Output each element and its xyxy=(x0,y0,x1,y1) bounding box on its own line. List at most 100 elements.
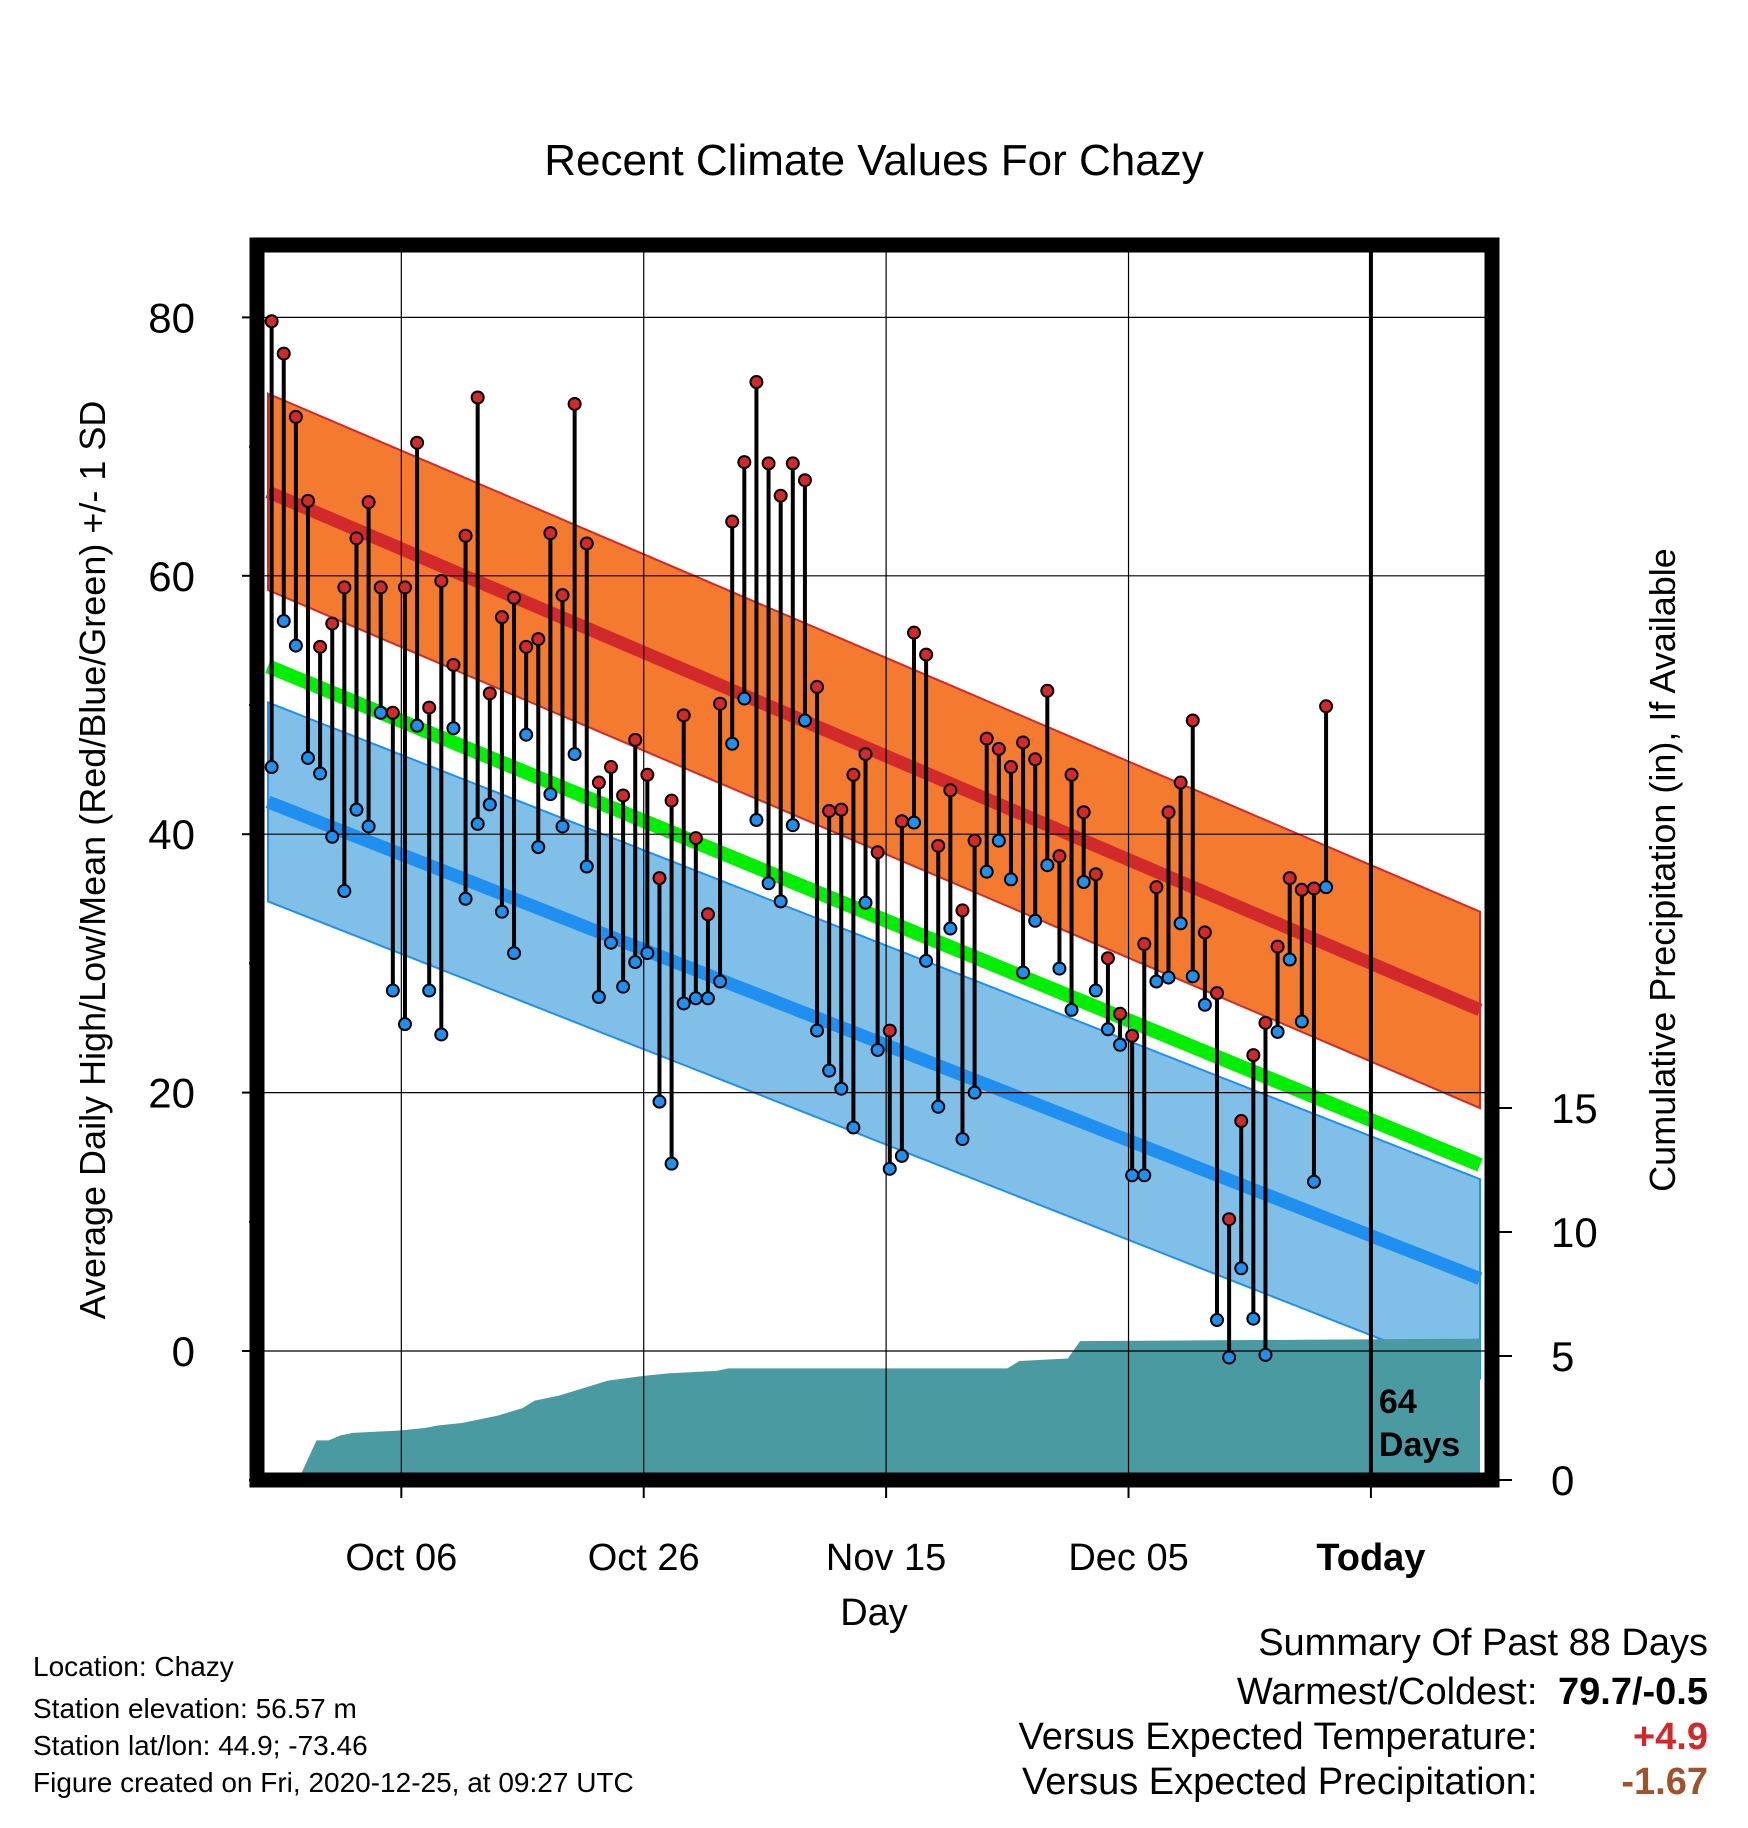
daily-high-point xyxy=(676,708,691,723)
daily-low-point xyxy=(761,876,776,891)
daily-high-point xyxy=(531,632,546,647)
daily-high-point xyxy=(1209,986,1224,1001)
y2-tick-label: 15 xyxy=(1551,1085,1598,1132)
daily-low-point xyxy=(676,996,691,1011)
daily-low-point xyxy=(1197,997,1212,1012)
daily-low-point xyxy=(397,1017,412,1032)
daily-low-point xyxy=(906,815,921,830)
daily-low-point xyxy=(1149,974,1164,989)
daily-low-point xyxy=(1125,1168,1140,1183)
daily-high-point xyxy=(507,590,522,605)
daily-low-point xyxy=(337,884,352,899)
daily-high-point xyxy=(640,767,655,782)
daily-high-point xyxy=(325,616,340,631)
daily-high-point xyxy=(846,767,861,782)
info-elevation: Station elevation: 56.57 m xyxy=(33,1693,357,1724)
daily-low-point xyxy=(919,953,934,968)
daily-high-point xyxy=(628,732,643,747)
daily-high-point xyxy=(1282,871,1297,886)
daily-high-point xyxy=(1294,882,1309,897)
daily-low-point xyxy=(531,840,546,855)
x-tick-label: Today xyxy=(1316,1537,1425,1579)
daily-low-point xyxy=(1003,872,1018,887)
x-tick-label: Oct 26 xyxy=(588,1537,700,1579)
daily-low-point xyxy=(955,1132,970,1147)
daily-low-point xyxy=(991,833,1006,848)
daily-low-point xyxy=(1052,961,1067,976)
info-location: Location: Chazy xyxy=(33,1651,234,1682)
daily-low-point xyxy=(373,705,388,720)
daily-low-point xyxy=(507,946,522,961)
daily-high-point xyxy=(300,493,315,508)
daily-high-point xyxy=(652,871,667,886)
daily-low-point xyxy=(434,1027,449,1042)
daily-low-point xyxy=(1088,983,1103,998)
daily-high-point xyxy=(1319,699,1334,714)
daily-low-point xyxy=(931,1099,946,1114)
daily-high-point xyxy=(410,435,425,450)
plot-content: 64 Days xyxy=(257,245,1492,1480)
daily-low-point xyxy=(979,864,994,879)
summary-label: Versus Expected Temperature: xyxy=(1018,1716,1538,1758)
daily-high-point xyxy=(737,455,752,470)
daily-low-point xyxy=(822,1063,837,1078)
daily-high-point xyxy=(1306,881,1321,896)
daily-low-point xyxy=(422,983,437,998)
daily-low-point xyxy=(470,816,485,831)
axes: 0 20 40 60 80 0 5 10 15 Oct 06 Oct 26 Nov 15 Dec 05 T… xyxy=(148,237,1598,1579)
daily-low-point xyxy=(1016,965,1031,980)
today-days-number: 64 xyxy=(1379,1383,1417,1421)
y2-tick-label: 0 xyxy=(1551,1457,1574,1504)
y-tick-label: 20 xyxy=(148,1070,195,1117)
daily-low-point xyxy=(943,921,958,936)
daily-low-point xyxy=(1113,1037,1128,1052)
daily-high-point xyxy=(979,731,994,746)
daily-low-point xyxy=(1306,1174,1321,1189)
daily-low-point xyxy=(482,797,497,812)
daily-high-point xyxy=(1100,951,1115,966)
daily-high-point xyxy=(1052,849,1067,864)
precip-area xyxy=(268,1338,1480,1480)
daily-high-point xyxy=(894,814,909,829)
daily-low-point xyxy=(967,1085,982,1100)
daily-high-point xyxy=(882,1023,897,1038)
summary-value: +4.9 xyxy=(1632,1716,1708,1758)
daily-high-point xyxy=(1040,683,1055,698)
y-tick-label: 80 xyxy=(148,294,195,341)
daily-high-point xyxy=(955,903,970,918)
daily-high-point xyxy=(1028,752,1043,767)
daily-low-point xyxy=(773,894,788,909)
daily-high-point xyxy=(1149,880,1164,895)
daily-high-point xyxy=(1161,805,1176,820)
daily-high-point xyxy=(1270,939,1285,954)
daily-high-point xyxy=(773,488,788,503)
daily-high-point xyxy=(603,760,618,775)
normal-low-line xyxy=(265,795,1483,1285)
daily-high-point xyxy=(1003,760,1018,775)
daily-high-point xyxy=(519,639,534,654)
daily-high-point xyxy=(494,610,509,625)
daily-low-point xyxy=(325,829,340,844)
daily-low-point xyxy=(1209,1312,1224,1327)
summary-panel: Summary Of Past 88 Days Warmest/Coldest:… xyxy=(1019,1622,1708,1804)
daily-low-point xyxy=(858,895,873,910)
plot-area: 64 Days xyxy=(257,245,1492,1480)
daily-low-point xyxy=(579,859,594,874)
daily-high-point xyxy=(446,657,461,672)
daily-low-point xyxy=(797,713,812,728)
y-tick-label: 60 xyxy=(148,553,195,600)
daily-high-point xyxy=(810,679,825,694)
y-axis-label: Average Daily High/Low/Mean (Red/Blue/Gr… xyxy=(72,401,113,1320)
daily-low-point xyxy=(543,787,558,802)
daily-low-point xyxy=(700,991,715,1006)
daily-high-point xyxy=(567,396,582,411)
daily-low-point xyxy=(834,1081,849,1096)
daily-high-point xyxy=(749,375,764,389)
daily-low-point xyxy=(385,983,400,998)
daily-high-point xyxy=(1185,713,1200,728)
daily-high-point xyxy=(276,346,291,361)
daily-high-point xyxy=(919,647,934,662)
summary-label: Versus Expected Precipitation: xyxy=(1022,1761,1538,1803)
daily-low-point xyxy=(555,819,570,834)
chart-title: Recent Climate Values For Chazy xyxy=(544,136,1203,185)
